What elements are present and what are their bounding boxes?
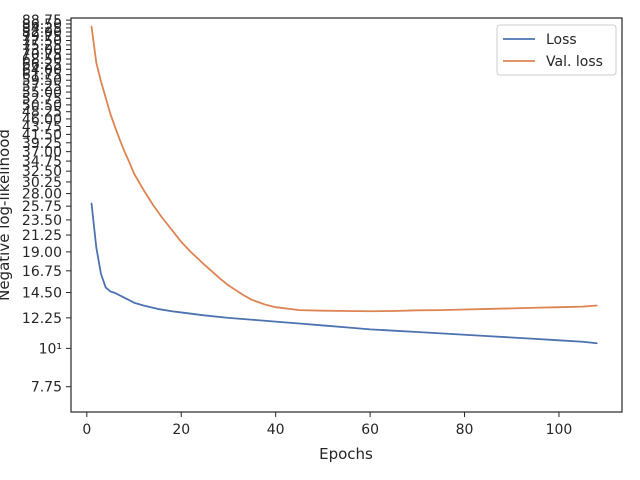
- y-axis-label: Negative log-likelihood: [0, 129, 13, 301]
- y-tick-label: 52.75: [22, 91, 62, 107]
- y-tick-label: 23.50: [22, 213, 62, 229]
- y-tick-label: 50.50: [22, 98, 62, 114]
- y-tick-label: 73.00: [22, 42, 62, 58]
- y-tick-label: 59.50: [22, 73, 62, 89]
- y-tick-label: 84.25: [22, 21, 62, 37]
- y-tick-label: 86.50: [22, 17, 62, 33]
- y-tick-label: 64.00: [22, 62, 62, 78]
- y-axis: 7.75 10¹ 12.25 14.50 16.75 19.0021.2523.5025.…: [22, 13, 71, 396]
- y-tick-label: 46.00: [22, 112, 62, 128]
- y-tick-label: 30.25: [22, 175, 62, 191]
- x-tick-label: 20: [172, 422, 190, 438]
- y-tick-label: 12.25: [22, 311, 62, 327]
- x-tick-label: 80: [456, 422, 474, 438]
- y-tick-label: 77.50: [22, 33, 62, 49]
- y-tick-label: 75.25: [22, 38, 62, 54]
- x-tick-label: 100: [546, 422, 573, 438]
- legend: Loss Val. loss: [496, 24, 617, 76]
- x-tick-label: 60: [361, 422, 379, 438]
- legend-label-loss: Loss: [546, 32, 577, 48]
- y-tick-label: 41.50: [22, 127, 62, 143]
- y-tick-label: 82.00: [22, 25, 62, 41]
- y-tick-label: 57.25: [22, 79, 62, 95]
- y-tick-label: 32.50: [22, 164, 62, 180]
- y-tick-label: 61.75: [22, 68, 62, 84]
- y-tick-label: 25.75: [22, 199, 62, 215]
- series-layer: [90, 25, 598, 345]
- series-line-val-loss: [90, 25, 598, 313]
- series-line-loss: [90, 202, 598, 345]
- y-tick-label: 88.75: [22, 13, 62, 29]
- y-tick-label: 66.25: [22, 57, 62, 73]
- x-axis: 0 20 40 60 80 100: [82, 412, 572, 438]
- y-tick-label: 19.00: [22, 245, 62, 261]
- y-tick-label: 34.75: [22, 154, 62, 170]
- y-tick-label: 55.00: [22, 85, 62, 101]
- x-axis-label: Epochs: [319, 445, 373, 463]
- y-tick-label: 68.50: [22, 52, 62, 68]
- y-tick-label: 16.75: [22, 264, 62, 280]
- y-tick-label: 10¹: [39, 341, 62, 357]
- y-tick-label: 70.75: [22, 47, 62, 63]
- y-tick-label: 21.25: [22, 228, 62, 244]
- y-tick-label: 79.75: [22, 29, 62, 45]
- legend-box: [496, 24, 617, 76]
- x-tick-label: 0: [82, 422, 91, 438]
- y-tick-label: 39.25: [22, 136, 62, 152]
- x-tick-label: 40: [267, 422, 285, 438]
- plot-background: [71, 18, 622, 412]
- legend-label-val-loss: Val. loss: [546, 54, 603, 70]
- y-tick-label: 7.75: [31, 380, 62, 396]
- y-tick-label: 14.50: [22, 286, 62, 302]
- plot-frame: [70, 17, 623, 413]
- y-tick-label: 37.00: [22, 145, 62, 161]
- y-tick-label: 48.25: [22, 105, 62, 121]
- y-tick-label: 43.75: [22, 119, 62, 135]
- y-tick-label: 28.00: [22, 187, 62, 203]
